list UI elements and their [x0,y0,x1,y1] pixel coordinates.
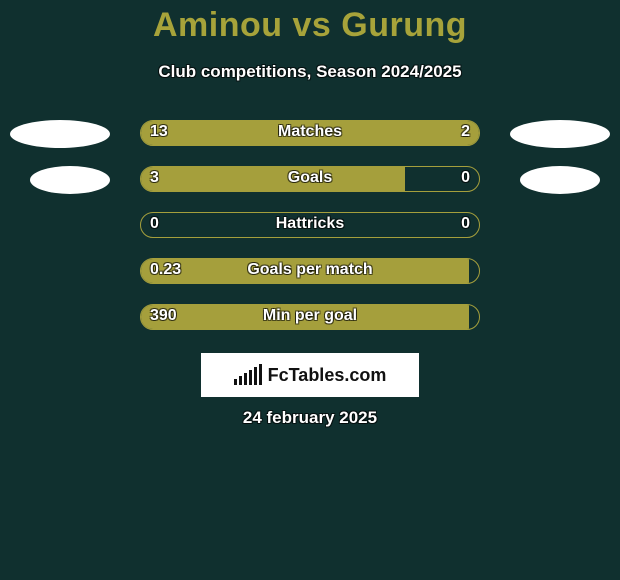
logo-bars-icon [234,365,262,385]
bar-track [140,258,480,284]
bar-seg-mid [469,305,479,329]
bar-seg-mid [469,259,479,283]
stat-row: 3 Goals 0 [0,166,620,198]
bar-track [140,212,480,238]
stats-block: 13 Matches 2 3 Goals 0 0 Hattricks 0 [0,120,620,350]
bar-track [140,166,480,192]
bar-seg-left [141,167,405,191]
bar-seg-mid [141,213,479,237]
date-label: 24 february 2025 [0,408,620,428]
page-title: Aminou vs Gurung [0,6,620,45]
bar-seg-left [141,305,469,329]
bar-seg-left [141,121,405,145]
logo-bar [259,364,262,385]
stat-row: 0.23 Goals per match [0,258,620,290]
bar-seg-left [141,259,469,283]
logo-bar [239,376,242,385]
stat-row: 13 Matches 2 [0,120,620,152]
logo-bar [234,379,237,385]
logo-bar [249,370,252,385]
bar-track [140,304,480,330]
source-logo: FcTables.com [201,353,419,397]
stat-row: 390 Min per goal [0,304,620,336]
page-subtitle: Club competitions, Season 2024/2025 [0,62,620,82]
logo-text: FcTables.com [268,365,387,386]
comparison-card: Aminou vs Gurung Club competitions, Seas… [0,0,620,580]
logo-bar [244,373,247,385]
bar-seg-mid [405,167,479,191]
stat-row: 0 Hattricks 0 [0,212,620,244]
bar-track [140,120,480,146]
bar-seg-right [405,121,479,145]
logo-bar [254,367,257,385]
